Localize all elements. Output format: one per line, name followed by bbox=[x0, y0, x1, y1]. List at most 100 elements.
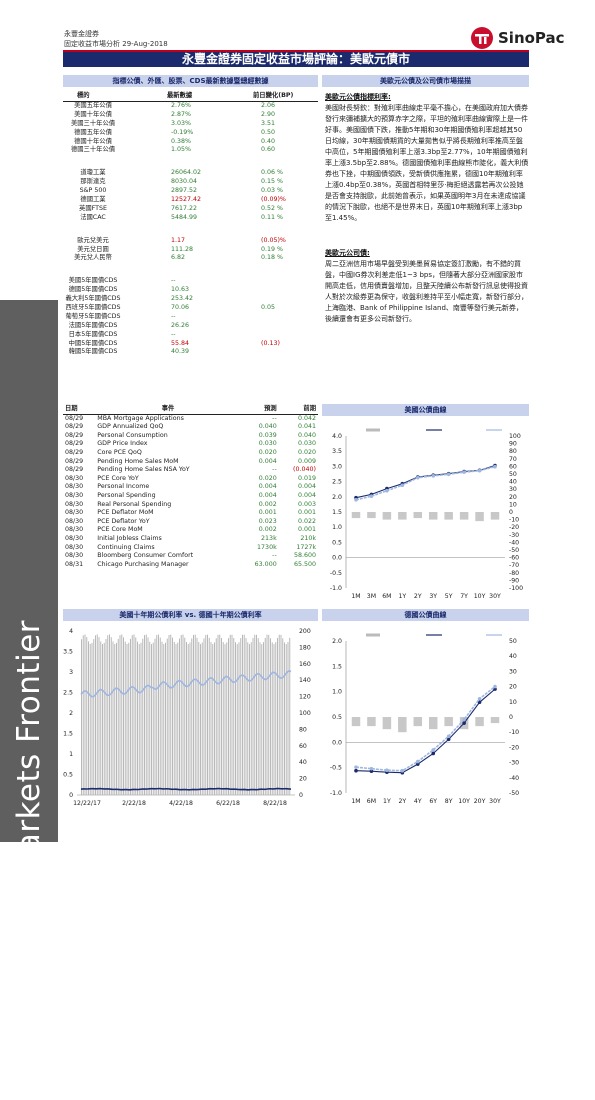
bonds-name: 德國十年公債 bbox=[74, 137, 112, 145]
corp-commentary: 美歐元公司債: 周二亞洲信用市場早盤受到美墨貿易協定簽訂激勵，有不錯的買盤，中國… bbox=[325, 248, 529, 325]
cds-value: 26.26 bbox=[171, 321, 190, 329]
stocks-value: 7617.22 bbox=[171, 204, 198, 212]
spread-bar bbox=[270, 638, 271, 795]
calendar-previous: 0.004 bbox=[297, 483, 316, 491]
calendar-previous: 0.001 bbox=[297, 526, 316, 534]
spread-bar bbox=[252, 638, 254, 795]
fx-value: 6.82 bbox=[171, 254, 186, 262]
calendar-row: 08/30 PCE Core MoM 0.002 0.001 bbox=[63, 526, 318, 535]
cal-col-event: 事件 bbox=[161, 405, 175, 412]
cds-name: 美國5年國債CDS bbox=[68, 277, 118, 285]
calendar-date: 08/29 bbox=[65, 457, 84, 465]
y2-tick-label: -40 bbox=[509, 775, 519, 782]
calendar-event: Continuing Claims bbox=[97, 543, 155, 551]
y2-tick-label: 180 bbox=[299, 644, 311, 651]
stocks-change: 0.52 % bbox=[261, 204, 284, 212]
us-commentary-heading: 美歐元公債指標利率: bbox=[325, 93, 391, 101]
fx-value: 111.28 bbox=[171, 245, 194, 253]
x-tick-label: 30Y bbox=[489, 593, 501, 600]
fx-block: 歐元兌美元 1.17 (0.05)% 美元兌日圓 111.28 0.19 % 美元兌人民幣 6… bbox=[63, 237, 318, 264]
bonds-name: 德國三十年公債 bbox=[70, 146, 116, 154]
stocks-value: 26064.02 bbox=[171, 169, 202, 177]
yield-point bbox=[431, 748, 436, 752]
spread-bar bbox=[135, 637, 137, 795]
cds-value: 40.39 bbox=[171, 348, 190, 356]
yield-point bbox=[415, 759, 420, 764]
spread-bar bbox=[102, 644, 103, 795]
y-tick-label: 0.5 bbox=[63, 772, 73, 779]
x-tick-label: 4Y bbox=[414, 798, 422, 805]
x-tick-label: 8Y bbox=[445, 798, 453, 805]
spread-bar bbox=[163, 644, 165, 795]
spread-bar bbox=[154, 638, 156, 795]
calendar-row: 08/30 PCE Core YoY 0.020 0.019 bbox=[63, 475, 318, 484]
spread-bar bbox=[229, 634, 231, 795]
yield-point bbox=[477, 468, 482, 473]
spread-bar bbox=[159, 637, 161, 795]
market-table-header: 標的 最新數據 前日變化(BP) bbox=[63, 92, 318, 101]
y2-tick-label: 160 bbox=[299, 661, 311, 668]
calendar-event: Personal Income bbox=[97, 483, 150, 491]
change-bar bbox=[490, 717, 500, 724]
spread-bar bbox=[149, 641, 151, 795]
spread-chart: 43.532.521.510.5020018016014012010080604… bbox=[63, 628, 311, 807]
calendar-previous: 0.020 bbox=[297, 448, 316, 456]
spread-bar bbox=[175, 644, 177, 795]
spread-bar bbox=[177, 642, 179, 795]
stocks-value: 2897.52 bbox=[171, 187, 198, 195]
cds-block: 美國5年國債CDS -- 德國5年國債CDS 10.63 義大利5年國債CDS 253.4… bbox=[63, 277, 318, 357]
cds-row: 法國5年國債CDS 26.26 bbox=[63, 322, 318, 331]
cds-row: 日本5年國債CDS -- bbox=[63, 331, 318, 340]
calendar-forecast: 1730k bbox=[257, 543, 277, 551]
right-section-title: 美歐元公債及公司債市場描描 bbox=[322, 75, 529, 87]
calendar-previous: 0.040 bbox=[297, 431, 316, 439]
cal-col-forecast: 預測 bbox=[264, 405, 277, 412]
spread-bar bbox=[245, 638, 247, 795]
y2-tick-label: -10 bbox=[509, 729, 519, 736]
change-bar bbox=[459, 512, 469, 520]
bonds-change: 3.51 bbox=[261, 119, 276, 127]
stocks-row: S&P 500 2897.52 0.03 % bbox=[63, 187, 318, 196]
x-tick-label: 6Y bbox=[429, 798, 437, 805]
spread-bar bbox=[182, 634, 184, 795]
calendar-forecast: 0.020 bbox=[258, 474, 277, 482]
cds-name: 日本5年國債CDS bbox=[68, 330, 118, 338]
fx-row: 美元兌日圓 111.28 0.19 % bbox=[63, 246, 318, 255]
y2-tick-label: 60 bbox=[509, 463, 517, 470]
spread-bar bbox=[196, 637, 198, 795]
spread-bar bbox=[201, 642, 203, 795]
spread-bar bbox=[250, 642, 252, 795]
calendar-forecast: 0.040 bbox=[258, 423, 277, 431]
y2-tick-label: -30 bbox=[509, 532, 519, 539]
fx-change: 0.19 % bbox=[261, 245, 284, 253]
spread-bar bbox=[117, 638, 119, 795]
yield-point bbox=[431, 751, 436, 756]
calendar-date: 08/29 bbox=[65, 431, 84, 439]
y-tick-label: 1.5 bbox=[332, 663, 342, 670]
stocks-change: 0.03 % bbox=[261, 187, 284, 195]
calendar-previous: 0.041 bbox=[297, 423, 316, 431]
yield-point bbox=[462, 721, 466, 725]
y2-tick-label: 0 bbox=[509, 509, 513, 516]
calendar-row: 08/29 Pending Home Sales MoM 0.004 0.009 bbox=[63, 458, 318, 467]
header-rule bbox=[63, 50, 529, 52]
spread-bar bbox=[170, 634, 172, 795]
calendar-row: 08/30 Initial Jobless Claims 213k 210k bbox=[63, 535, 318, 544]
spread-bar bbox=[266, 634, 268, 795]
calendar-forecast: 0.002 bbox=[258, 500, 277, 508]
y-tick-label: -0.5 bbox=[330, 765, 342, 772]
yield-point bbox=[446, 734, 451, 739]
spread-bar bbox=[158, 634, 159, 795]
yield-point bbox=[400, 483, 405, 488]
y-tick-label: 1.5 bbox=[63, 731, 73, 738]
bonds-row: 德國三十年公債 1.05% 0.60 bbox=[63, 146, 318, 155]
calendar-row: 08/30 Real Personal Spending 0.002 0.003 bbox=[63, 501, 318, 510]
calendar-previous: 0.004 bbox=[297, 491, 316, 499]
x-tick-label: 3Y bbox=[429, 593, 437, 600]
calendar-date: 08/29 bbox=[65, 440, 84, 448]
yield-point bbox=[415, 475, 420, 480]
spread-bar bbox=[221, 637, 222, 795]
y-tick-label: 1.5 bbox=[332, 509, 342, 516]
y2-tick-label: 90 bbox=[509, 441, 517, 448]
y-tick-label: 3.5 bbox=[63, 649, 73, 656]
